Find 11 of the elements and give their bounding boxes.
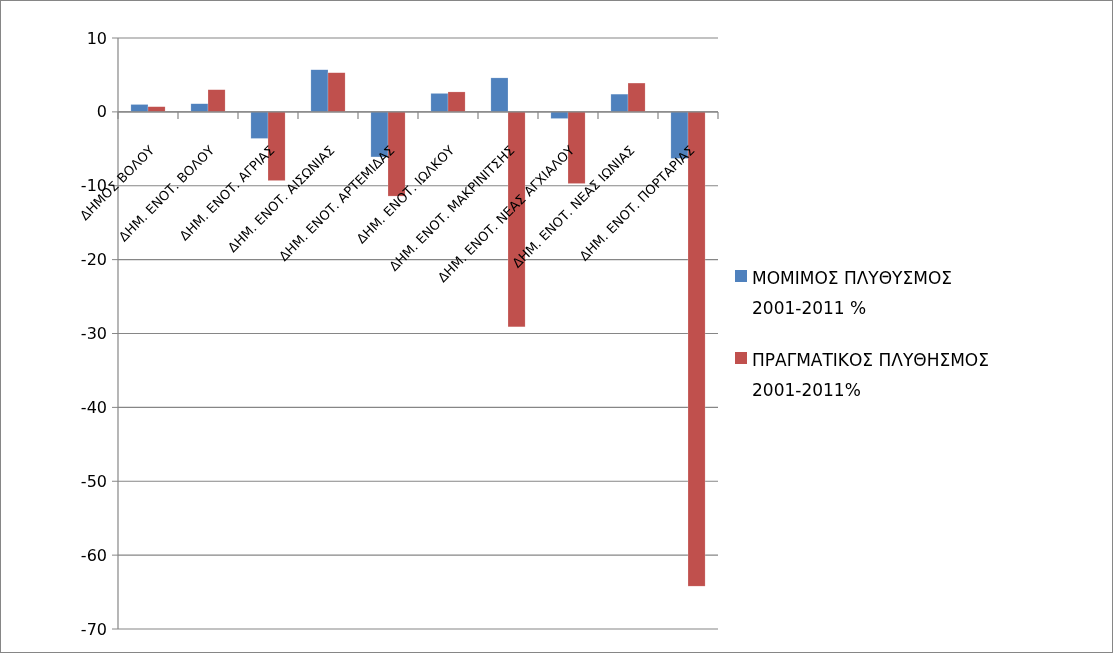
y-tick-label: -50: [80, 471, 107, 491]
legend-label: ΜΟΜΙΜΟΣ ΠΛΥΘΥΣΜΟΣ 2001-2011 %: [752, 268, 953, 319]
y-tick-label: -30: [80, 324, 107, 344]
y-tick-label: 0: [96, 102, 107, 122]
y-tick-label: -40: [80, 397, 107, 417]
y-tick-label: -60: [80, 545, 107, 565]
y-tick-label: 10: [86, 28, 107, 48]
y-tick-label: -70: [80, 619, 107, 639]
y-tick-label: -20: [80, 250, 107, 270]
legend-label: ΠΡΑΓΜΑΤΙΚΟΣ ΠΛΥΘΗΣΜΟΣ 2001-2011%: [752, 350, 989, 401]
bar: [490, 77, 509, 113]
